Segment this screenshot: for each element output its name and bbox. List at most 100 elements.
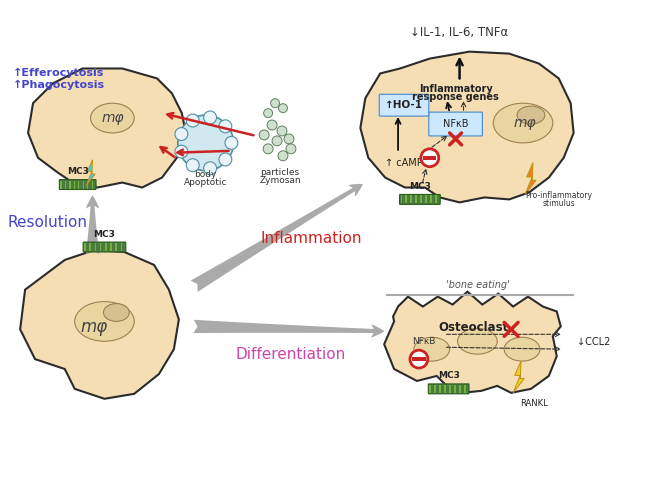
Text: Resolution: Resolution <box>8 214 88 230</box>
Text: stimulus: stimulus <box>542 199 575 208</box>
Ellipse shape <box>458 328 497 354</box>
Bar <box>449 385 450 393</box>
Circle shape <box>270 98 280 108</box>
Bar <box>65 180 66 188</box>
Circle shape <box>219 153 232 166</box>
Bar <box>415 196 417 203</box>
Circle shape <box>178 115 233 170</box>
Bar <box>78 180 79 188</box>
Circle shape <box>410 350 428 368</box>
Text: MC3: MC3 <box>409 182 431 191</box>
FancyBboxPatch shape <box>428 384 469 394</box>
Ellipse shape <box>493 103 552 143</box>
Text: mφ: mφ <box>81 318 108 336</box>
Text: RANKL: RANKL <box>520 399 548 408</box>
Bar <box>429 385 431 393</box>
Bar <box>84 243 86 251</box>
Polygon shape <box>513 361 525 393</box>
Circle shape <box>279 104 287 112</box>
Circle shape <box>272 136 282 146</box>
Bar <box>459 385 461 393</box>
Text: Apoptotic: Apoptotic <box>184 178 228 187</box>
Bar <box>430 196 432 203</box>
Text: 'bone eating': 'bone eating' <box>445 280 510 289</box>
Ellipse shape <box>103 304 129 322</box>
Circle shape <box>225 136 238 149</box>
Circle shape <box>421 149 439 166</box>
Text: Zymosan: Zymosan <box>259 176 301 185</box>
Polygon shape <box>20 250 179 399</box>
Bar <box>423 156 437 160</box>
Ellipse shape <box>517 106 545 124</box>
Bar <box>94 243 96 251</box>
Text: ↑HO-1: ↑HO-1 <box>385 100 423 110</box>
Bar <box>69 180 71 188</box>
Text: ↓CCL2: ↓CCL2 <box>577 337 610 347</box>
Bar <box>410 196 412 203</box>
Polygon shape <box>360 52 573 203</box>
Text: body: body <box>194 170 217 179</box>
Text: NFκB: NFκB <box>412 337 436 346</box>
Text: MC3: MC3 <box>94 230 116 238</box>
Bar <box>73 180 75 188</box>
Circle shape <box>278 151 288 160</box>
Text: Osteoclast: Osteoclast <box>438 321 508 334</box>
Ellipse shape <box>414 338 450 361</box>
FancyBboxPatch shape <box>379 94 429 116</box>
Ellipse shape <box>504 338 540 361</box>
Bar <box>444 385 446 393</box>
Bar <box>400 196 402 203</box>
Circle shape <box>277 126 287 136</box>
Text: Inflammation: Inflammation <box>260 230 361 246</box>
Bar <box>454 385 456 393</box>
Bar <box>83 180 84 188</box>
Bar <box>60 180 62 188</box>
Circle shape <box>263 144 273 154</box>
FancyBboxPatch shape <box>400 194 440 204</box>
Bar <box>111 243 112 251</box>
Text: ↑Phagocytosis: ↑Phagocytosis <box>13 80 105 90</box>
Ellipse shape <box>75 302 134 342</box>
Bar <box>87 180 88 188</box>
Bar <box>99 243 101 251</box>
Bar <box>92 180 93 188</box>
Text: Pro-inflammatory: Pro-inflammatory <box>525 191 592 200</box>
Text: MC3: MC3 <box>437 372 460 380</box>
Polygon shape <box>525 162 536 194</box>
Circle shape <box>203 111 216 124</box>
Text: particles: particles <box>261 168 300 177</box>
Text: ↓IL-1, IL-6, TNFα: ↓IL-1, IL-6, TNFα <box>410 26 509 38</box>
Bar <box>436 196 437 203</box>
Text: mφ: mφ <box>514 116 536 130</box>
Circle shape <box>203 162 216 174</box>
Bar <box>89 243 91 251</box>
Polygon shape <box>28 68 187 188</box>
Bar <box>116 243 117 251</box>
Circle shape <box>264 108 272 118</box>
Bar <box>121 243 122 251</box>
Bar <box>439 385 441 393</box>
Polygon shape <box>86 160 95 186</box>
Polygon shape <box>384 292 561 393</box>
Text: MC3: MC3 <box>67 167 88 176</box>
FancyBboxPatch shape <box>429 112 482 136</box>
Circle shape <box>187 159 199 172</box>
Text: ↑Efferocytosis: ↑Efferocytosis <box>13 68 105 78</box>
Circle shape <box>175 145 188 158</box>
Circle shape <box>219 120 232 132</box>
Text: Inflammatory: Inflammatory <box>419 84 493 94</box>
Circle shape <box>286 144 296 154</box>
FancyBboxPatch shape <box>59 180 96 190</box>
Bar <box>434 385 436 393</box>
Bar <box>105 243 107 251</box>
Bar <box>412 358 426 361</box>
FancyBboxPatch shape <box>83 242 126 252</box>
Text: response genes: response genes <box>412 92 499 102</box>
Text: NFκB: NFκB <box>443 119 469 129</box>
Ellipse shape <box>90 103 134 133</box>
Circle shape <box>259 130 269 140</box>
Text: ↑ cAMP: ↑ cAMP <box>385 158 423 168</box>
Circle shape <box>284 134 294 144</box>
Bar <box>464 385 465 393</box>
Text: Differentiation: Differentiation <box>236 346 346 362</box>
